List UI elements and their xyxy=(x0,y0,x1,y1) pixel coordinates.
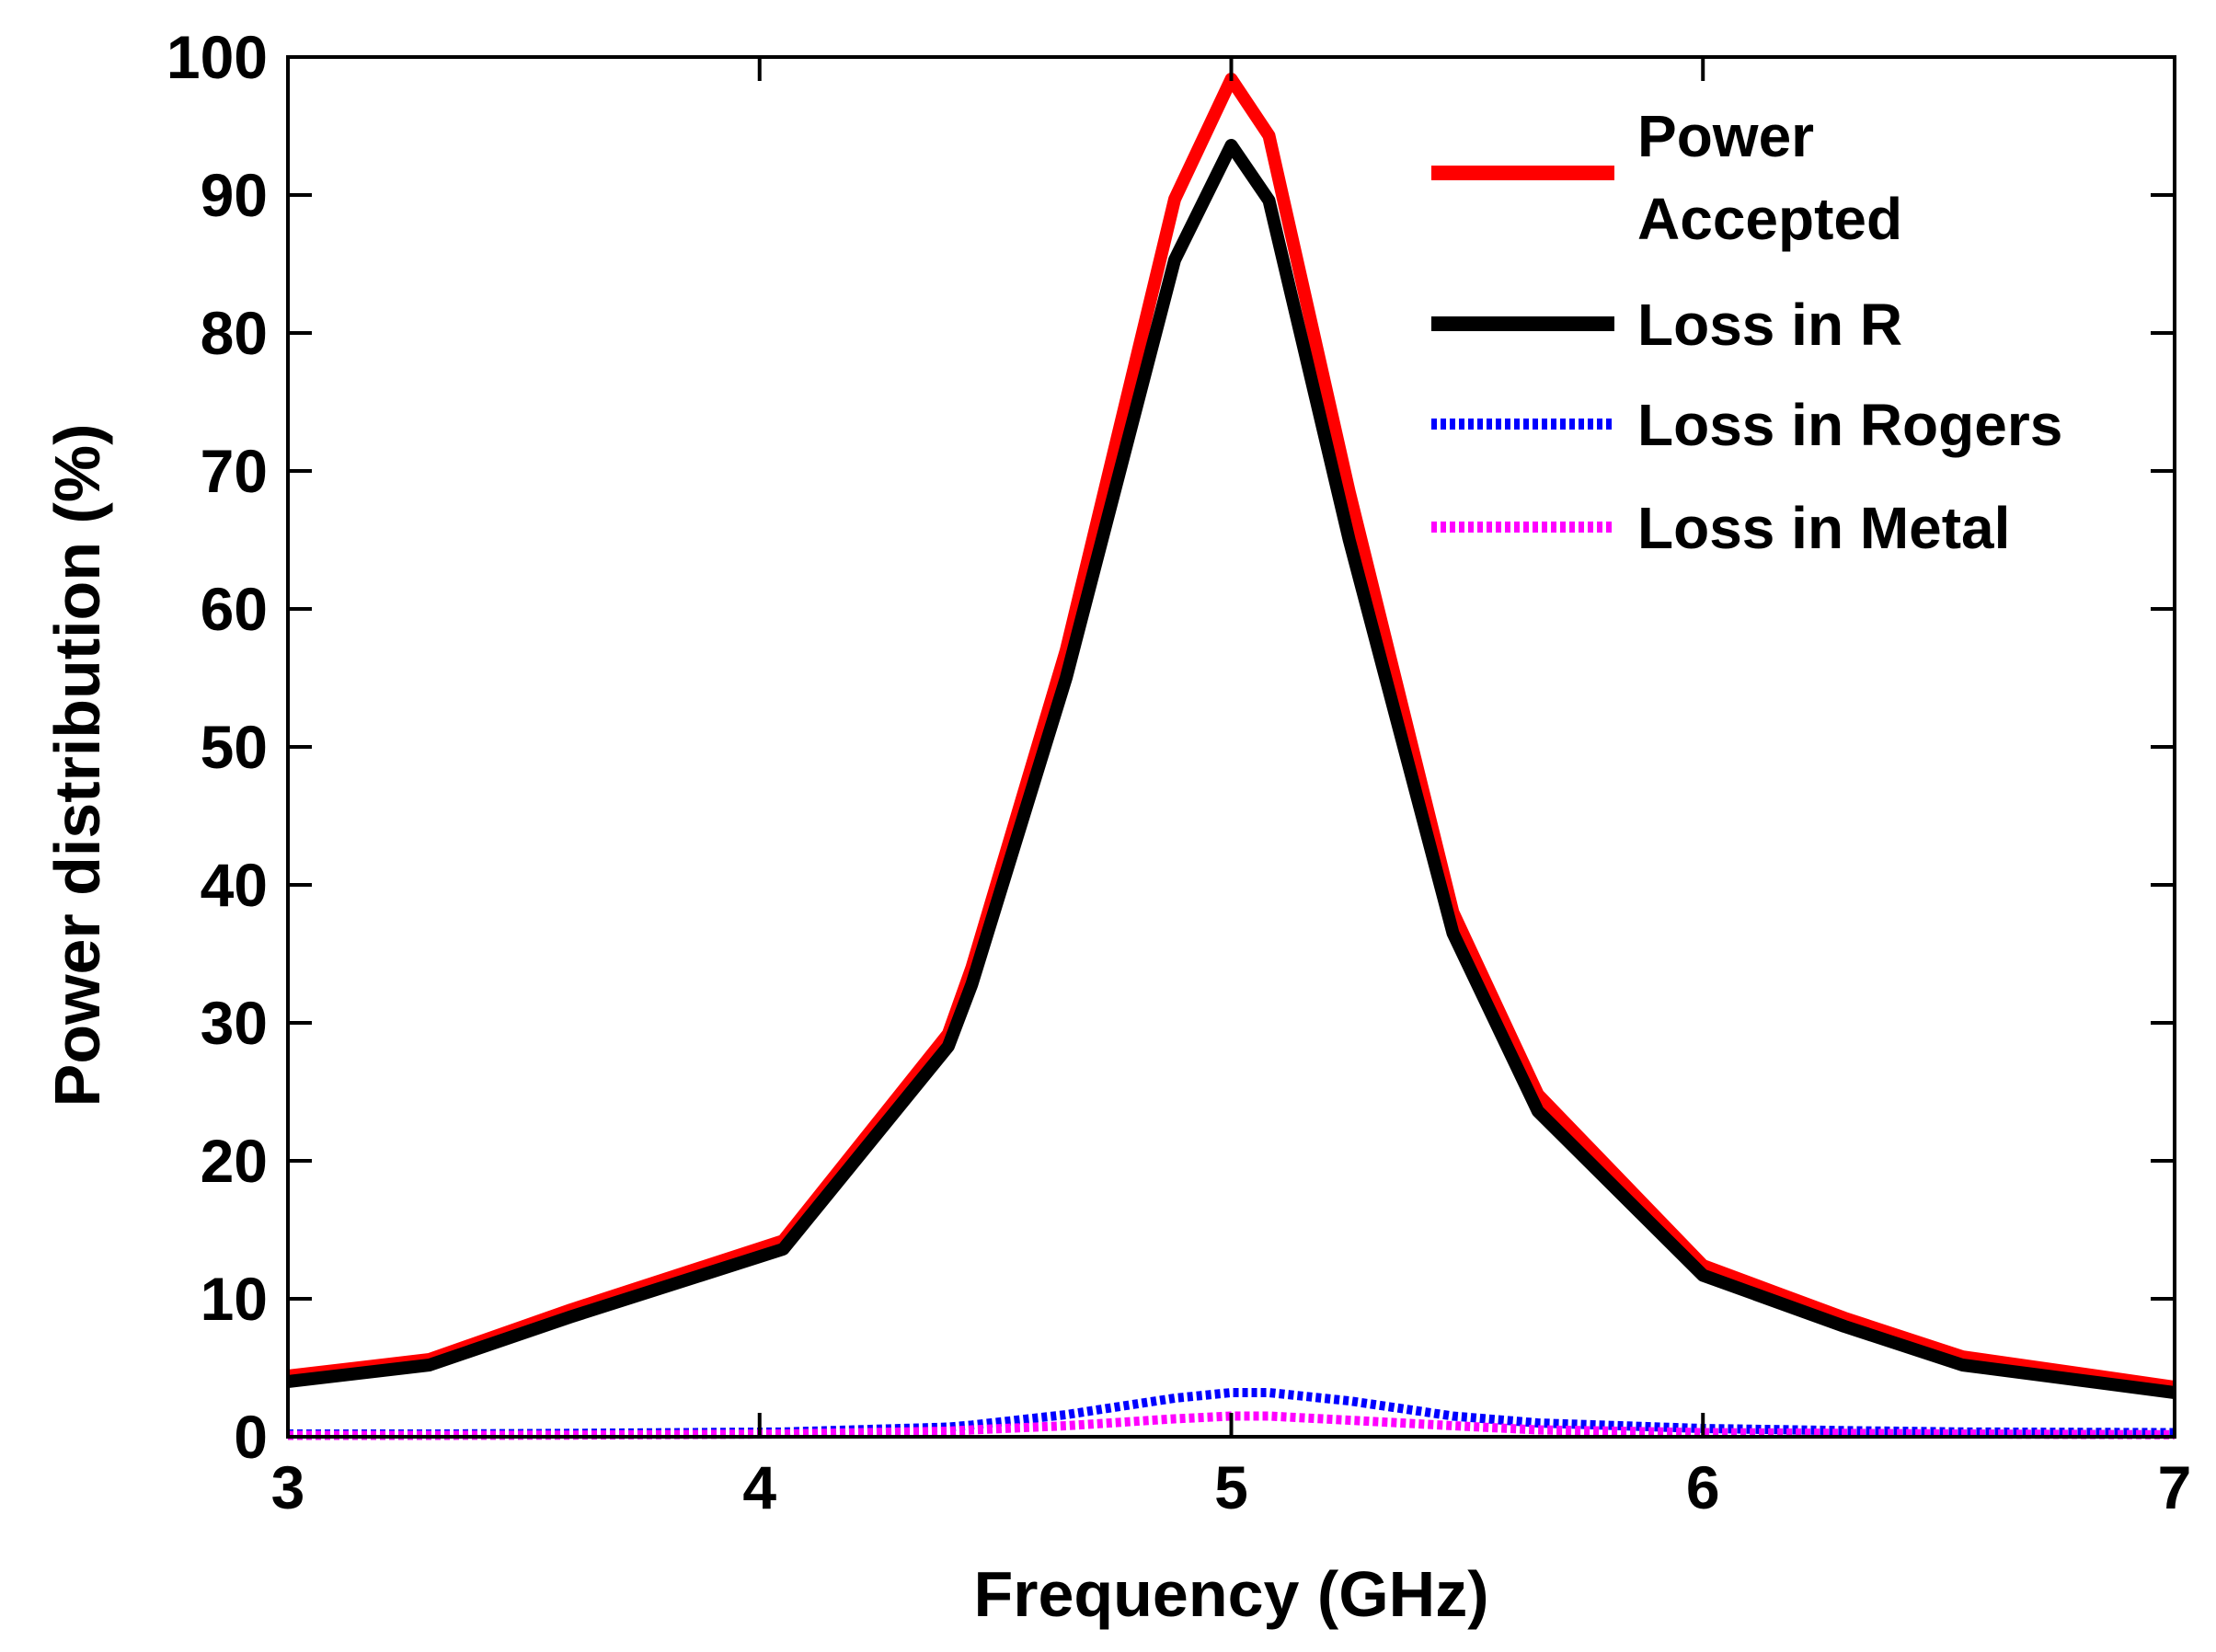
legend-label-loss-in-metal: Loss in Metal xyxy=(1637,495,2010,561)
x-axis-label: Frequency (GHz) xyxy=(973,1558,1488,1630)
x-tick-label: 3 xyxy=(271,1453,305,1521)
series-line-power-accepted xyxy=(287,73,2176,1394)
y-tick-label: 10 xyxy=(201,1265,268,1333)
x-tick-label: 4 xyxy=(742,1453,776,1521)
y-tick-label: 60 xyxy=(201,575,268,643)
series-line-loss-in-r xyxy=(287,139,2176,1399)
y-tick-label: 30 xyxy=(201,989,268,1057)
y-tick-label: 70 xyxy=(201,437,268,505)
y-tick-label: 100 xyxy=(166,23,268,91)
y-tick-label: 80 xyxy=(201,299,268,367)
y-axis-label: Power distribution (%) xyxy=(41,424,113,1107)
y-tick-label: 90 xyxy=(201,161,268,229)
legend-label-power-accepted: Power xyxy=(1637,103,1814,169)
x-tick-label: 6 xyxy=(1686,1453,1720,1521)
series-layer xyxy=(287,73,2176,1440)
legend: Power Accepted Loss in R Loss in Rogers Loss… xyxy=(1431,103,2062,561)
y-tick-label: 20 xyxy=(201,1127,268,1195)
y-tick-label: 40 xyxy=(201,851,268,919)
x-tick-label: 7 xyxy=(2158,1453,2192,1521)
legend-label-power-accepted: Accepted xyxy=(1637,186,1902,252)
legend-label-loss-in-r: Loss in R xyxy=(1637,292,1902,358)
plot-frame xyxy=(286,55,2176,1439)
x-tick-label: 5 xyxy=(1214,1453,1248,1521)
y-tick-label: 0 xyxy=(234,1403,268,1471)
y-tick-label: 50 xyxy=(201,713,268,781)
legend-label-loss-in-rogers: Loss in Rogers xyxy=(1637,392,2062,458)
